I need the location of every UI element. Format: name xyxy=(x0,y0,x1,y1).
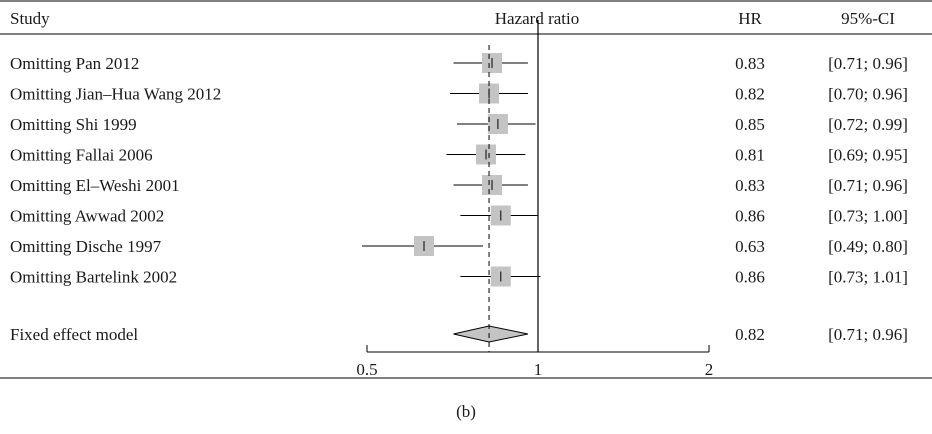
hr-value: 0.63 xyxy=(735,237,765,256)
ci-value: [0.73; 1.00] xyxy=(828,207,908,226)
ci-value: [0.69; 0.95] xyxy=(828,146,908,165)
ci-value: [0.49; 0.80] xyxy=(828,237,908,256)
study-label: Omitting Dische 1997 xyxy=(10,237,162,256)
study-label: Omitting Awwad 2002 xyxy=(10,207,164,226)
x-axis-tick-label: 1 xyxy=(534,360,543,379)
hr-value: 0.83 xyxy=(735,54,765,73)
hr-value: 0.85 xyxy=(735,115,765,134)
study-label: Omitting El–Weshi 2001 xyxy=(10,176,180,195)
ci-value: [0.73; 1.01] xyxy=(828,268,908,287)
study-label: Omitting Shi 1999 xyxy=(10,115,137,134)
summary-hr-value: 0.82 xyxy=(735,325,765,344)
study-label: Omitting Fallai 2006 xyxy=(10,146,153,165)
hr-value: 0.86 xyxy=(735,268,765,287)
x-axis-tick-label: 0.5 xyxy=(356,360,377,379)
study-label: Omitting Pan 2012 xyxy=(10,54,139,73)
summary-diamond xyxy=(453,325,529,343)
header-hr: HR xyxy=(738,9,762,28)
hr-value: 0.82 xyxy=(735,85,765,104)
hr-value: 0.83 xyxy=(735,176,765,195)
ci-value: [0.72; 0.99] xyxy=(828,115,908,134)
summary-label: Fixed effect model xyxy=(10,325,138,344)
ci-value: [0.71; 0.96] xyxy=(828,54,908,73)
ci-value: [0.70; 0.96] xyxy=(828,85,908,104)
summary-ci-value: [0.71; 0.96] xyxy=(828,325,908,344)
x-axis-tick-label: 2 xyxy=(705,360,714,379)
forest-plot: Study Hazard ratio HR 95%-CI Omitting Pa… xyxy=(0,0,932,379)
header-study: Study xyxy=(10,9,50,28)
study-label: Omitting Jian–Hua Wang 2012 xyxy=(10,85,221,104)
hr-value: 0.86 xyxy=(735,207,765,226)
figure-caption: (b) xyxy=(456,402,476,421)
ci-value: [0.71; 0.96] xyxy=(828,176,908,195)
header-ci: 95%-CI xyxy=(841,9,895,28)
header-hazard-ratio: Hazard ratio xyxy=(495,9,579,28)
hr-value: 0.81 xyxy=(735,146,765,165)
study-label: Omitting Bartelink 2002 xyxy=(10,268,177,287)
